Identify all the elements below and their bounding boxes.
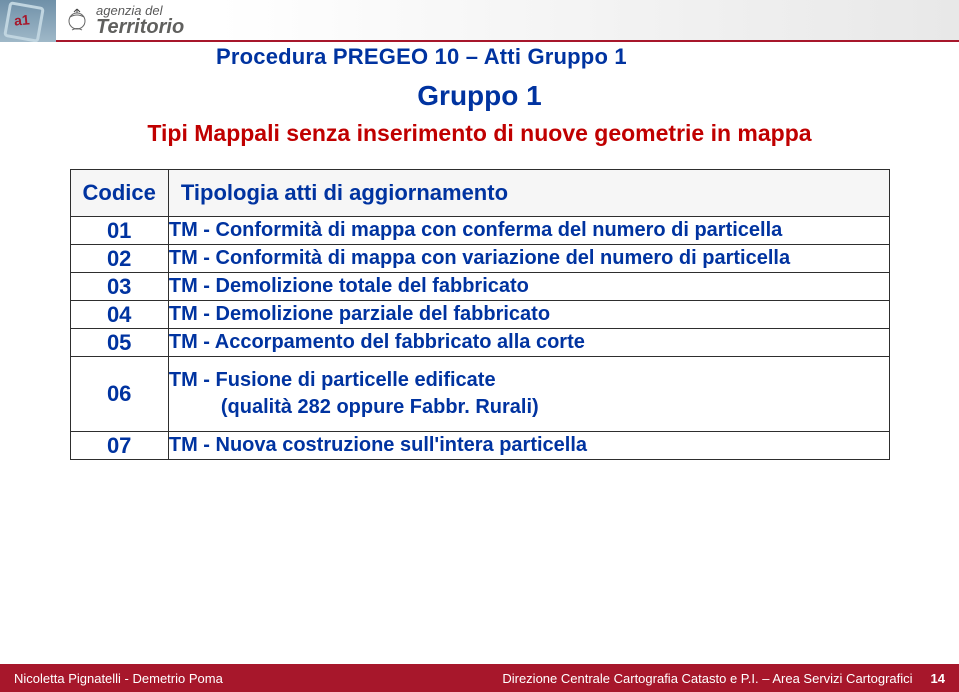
code-cell: 03: [70, 273, 168, 301]
top-bar: agenzia del Territorio: [0, 0, 959, 42]
footer-left: Nicoletta Pignatelli - Demetrio Poma: [14, 671, 223, 686]
group-title: Gruppo 1: [48, 80, 911, 112]
table-row: 03 TM - Demolizione totale del fabbricat…: [70, 273, 889, 301]
code-cell: 04: [70, 301, 168, 329]
desc-cell: TM - Fusione di particelle edificate (qu…: [168, 357, 889, 432]
footer-bar: Nicoletta Pignatelli - Demetrio Poma Dir…: [0, 664, 959, 692]
content-area: Procedura PREGEO 10 – Atti Gruppo 1 Grup…: [0, 44, 959, 460]
table-row: 02 TM - Conformità di mappa con variazio…: [70, 245, 889, 273]
codes-table: Codice Tipologia atti di aggiornamento 0…: [70, 169, 890, 460]
code-cell: 01: [70, 217, 168, 245]
code-cell: 07: [70, 432, 168, 460]
code-cell: 05: [70, 329, 168, 357]
table-row: 06 TM - Fusione di particelle edificate …: [70, 357, 889, 432]
footer-dept: Direzione Centrale Cartografia Catasto e…: [502, 671, 912, 686]
desc-line1: TM - Fusione di particelle edificate: [169, 369, 496, 391]
emblem-icon: [64, 7, 90, 33]
desc-cell: TM - Conformità di mappa con variazione …: [168, 245, 889, 273]
footer-right: Direzione Centrale Cartografia Catasto e…: [502, 671, 945, 686]
agency-big-label: Territorio: [96, 17, 184, 37]
desc-cell: TM - Accorpamento del fabbricato alla co…: [168, 329, 889, 357]
desc-cell: TM - Conformità di mappa con conferma de…: [168, 217, 889, 245]
page-number: 14: [931, 671, 945, 686]
table-row: 04 TM - Demolizione parziale del fabbric…: [70, 301, 889, 329]
col-header-desc: Tipologia atti di aggiornamento: [168, 170, 889, 217]
desc-line2: (qualità 282 oppure Fabbr. Rurali): [169, 394, 889, 421]
table-row: 05 TM - Accorpamento del fabbricato alla…: [70, 329, 889, 357]
procedure-title: Procedura PREGEO 10 – Atti Gruppo 1: [216, 44, 911, 70]
code-cell: 06: [70, 357, 168, 432]
table-row: 01 TM - Conformità di mappa con conferma…: [70, 217, 889, 245]
code-cell: 02: [70, 245, 168, 273]
agency-bar: agenzia del Territorio: [56, 0, 959, 42]
table-header-row: Codice Tipologia atti di aggiornamento: [70, 170, 889, 217]
agency-small-label: agenzia del: [96, 4, 184, 17]
sub-title: Tipi Mappali senza inserimento di nuove …: [48, 120, 911, 147]
col-header-code: Codice: [70, 170, 168, 217]
logo-box: [0, 0, 56, 42]
agency-text: agenzia del Territorio: [96, 4, 184, 37]
desc-cell: TM - Demolizione totale del fabbricato: [168, 273, 889, 301]
desc-cell: TM - Demolizione parziale del fabbricato: [168, 301, 889, 329]
red-divider: [56, 40, 959, 42]
desc-cell: TM - Nuova costruzione sull'intera parti…: [168, 432, 889, 460]
table-row: 07 TM - Nuova costruzione sull'intera pa…: [70, 432, 889, 460]
